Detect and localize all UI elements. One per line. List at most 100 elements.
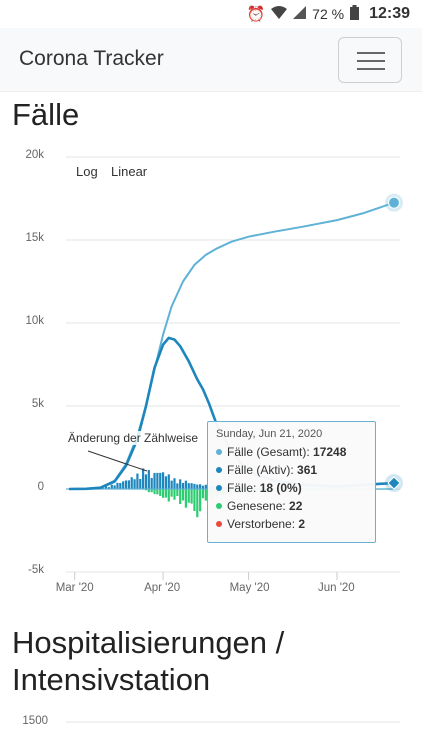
chart-tooltip: Sunday, Jun 21, 2020 Fälle (Gesamt): 172… bbox=[207, 421, 376, 543]
tooltip-value: 22 bbox=[289, 499, 303, 513]
bar-flle bbox=[156, 472, 159, 489]
tooltip-value: 361 bbox=[297, 463, 318, 477]
bar-flle bbox=[173, 478, 176, 489]
battery-icon bbox=[350, 4, 360, 24]
bar-genesene bbox=[196, 489, 199, 518]
bar-flle bbox=[113, 485, 116, 489]
wifi-icon bbox=[271, 5, 288, 23]
tooltip-label: Verstorbene: bbox=[227, 517, 299, 531]
bar-genesene bbox=[161, 489, 165, 498]
bar-flle bbox=[119, 483, 122, 489]
bar-flle bbox=[150, 477, 153, 489]
bar-flle bbox=[124, 480, 128, 489]
tooltip-rows: Fälle (Gesamt): 17248 Fälle (Aktiv): 361 F… bbox=[216, 443, 367, 533]
x-tick-label: Apr '20 bbox=[144, 582, 181, 594]
status-bar: ⏰ 72 % 12:39 bbox=[0, 0, 422, 28]
y-tick-label: -5k bbox=[28, 564, 44, 576]
marker-cases-total bbox=[388, 196, 400, 209]
y-tick-label: 5k bbox=[31, 398, 44, 410]
bar-genesene bbox=[190, 489, 193, 504]
clock: 12:39 bbox=[369, 5, 410, 22]
tooltip-label: Fälle (Gesamt): bbox=[227, 445, 314, 459]
bar-flle bbox=[139, 478, 142, 489]
bar-genesene bbox=[193, 489, 196, 511]
annotation-pointer bbox=[87, 450, 148, 472]
bar-genesene bbox=[173, 489, 176, 500]
tooltip-label: Fälle (Aktiv): bbox=[227, 463, 298, 477]
tooltip-value: 17248 bbox=[313, 445, 347, 459]
bar-flle bbox=[176, 483, 179, 489]
bar-flle bbox=[179, 479, 182, 489]
legend-dot-icon bbox=[216, 448, 222, 455]
section-title-hospital-line2: Intensivstation bbox=[12, 662, 211, 698]
bar-flle bbox=[107, 487, 111, 489]
bar-flle bbox=[167, 474, 170, 489]
bar-flle bbox=[144, 474, 148, 489]
hamburger-line bbox=[357, 68, 385, 70]
bar-genesene bbox=[187, 489, 190, 503]
y-tick-label: 20k bbox=[25, 149, 44, 161]
y-tick-label: 15k bbox=[25, 232, 44, 244]
tooltip-label: Fälle: bbox=[227, 481, 260, 495]
hamburger-line bbox=[357, 52, 385, 54]
bar-flle bbox=[196, 484, 199, 489]
tooltip-row: Fälle (Aktiv): 361 bbox=[216, 461, 367, 479]
bar-genesene bbox=[153, 489, 156, 495]
section-title-cases: Fälle bbox=[12, 97, 80, 132]
tooltip-row: Fälle: 18 (0%) bbox=[216, 479, 367, 497]
bar-flle bbox=[133, 479, 136, 489]
bar-genesene bbox=[164, 489, 168, 498]
x-tick-label: Mar '20 bbox=[55, 582, 94, 594]
bar-genesene bbox=[179, 489, 182, 505]
tooltip-row: Verstorbene: 2 bbox=[216, 515, 367, 533]
tooltip-label: Genesene: bbox=[227, 499, 290, 513]
bar-flle bbox=[110, 484, 113, 489]
signal-glyph bbox=[293, 5, 307, 19]
bar-genesene bbox=[150, 489, 153, 493]
bar-flle bbox=[130, 477, 133, 489]
bar-flle bbox=[170, 480, 173, 489]
bar-genesene bbox=[204, 489, 207, 501]
bar-flle bbox=[181, 482, 185, 489]
bar-genesene bbox=[159, 489, 162, 496]
bar-genesene bbox=[199, 489, 202, 512]
y-tick-label: 10k bbox=[25, 315, 44, 327]
chart2-ytick: 1500 bbox=[22, 715, 48, 727]
bar-flle bbox=[127, 480, 130, 489]
log-scale-button[interactable]: Log bbox=[76, 164, 98, 179]
menu-toggle-button[interactable] bbox=[338, 37, 402, 83]
y-tick-label: 0 bbox=[37, 481, 44, 493]
bar-flle bbox=[190, 483, 193, 489]
alarm-icon: ⏰ bbox=[246, 6, 266, 23]
bar-flle bbox=[164, 476, 168, 489]
bar-flle bbox=[147, 469, 150, 489]
legend-dot-icon bbox=[216, 466, 222, 473]
section-title-hospital-line1: Hospitalisierungen / bbox=[12, 625, 285, 660]
battery-percent: 72 % bbox=[312, 6, 345, 22]
bar-genesene bbox=[181, 489, 185, 501]
bar-flle bbox=[193, 483, 196, 489]
bar-flle bbox=[136, 473, 139, 489]
bar-genesene bbox=[167, 489, 170, 502]
legend-dot-icon bbox=[216, 502, 222, 509]
bar-flle bbox=[153, 472, 156, 489]
legend-dot-icon bbox=[216, 520, 222, 527]
tooltip-date: Sunday, Jun 21, 2020 bbox=[216, 428, 323, 440]
wifi-glyph bbox=[271, 5, 288, 19]
bar-flle bbox=[159, 472, 162, 489]
brand-link[interactable]: Corona Tracker bbox=[19, 47, 164, 70]
legend-dot-icon bbox=[216, 484, 222, 491]
bar-genesene bbox=[170, 489, 173, 497]
x-tick-label: May '20 bbox=[229, 582, 270, 594]
tooltip-row: Genesene: 22 bbox=[216, 497, 367, 515]
linear-scale-button[interactable]: Linear bbox=[111, 164, 148, 179]
bar-flle bbox=[187, 483, 190, 489]
bar-genesene bbox=[184, 489, 187, 508]
bar-flle bbox=[104, 486, 108, 489]
tooltip-value: 2 bbox=[298, 517, 306, 531]
signal-icon bbox=[293, 5, 307, 23]
tooltip-row: Fälle (Gesamt): 17248 bbox=[216, 443, 367, 461]
bar-genesene bbox=[201, 489, 205, 499]
bar-flle bbox=[204, 484, 207, 489]
bar-genesene bbox=[147, 489, 150, 493]
